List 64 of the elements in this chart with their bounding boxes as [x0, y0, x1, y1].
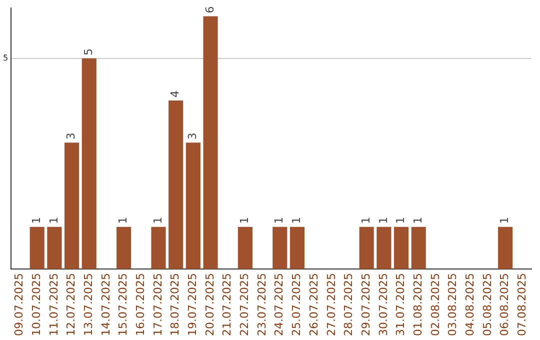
data-label: 1 — [290, 216, 304, 224]
bar — [394, 226, 409, 270]
bar — [47, 226, 62, 270]
x-tick-label: 07.08.2025 — [516, 273, 529, 336]
x-tick-label: 06.08.2025 — [498, 273, 512, 336]
data-label: 1 — [498, 216, 512, 224]
data-label: 1 — [359, 216, 372, 224]
x-tick-label: 20.07.2025 — [203, 273, 216, 336]
x-tick-label: 17.07.2025 — [151, 273, 164, 336]
data-label: 1 — [151, 216, 164, 224]
data-label: 1 — [30, 216, 43, 224]
bar — [151, 226, 166, 270]
x-tick-label: 31.07.2025 — [394, 273, 408, 336]
bar — [116, 226, 132, 270]
x-tick-label: 11.07.2025 — [47, 273, 60, 336]
x-tick-label: 24.07.2025 — [272, 273, 286, 336]
x-tick-label: 04.08.2025 — [464, 273, 476, 336]
x-tick-label: 14.07.2025 — [99, 273, 112, 336]
bar — [64, 142, 80, 270]
x-tick-label: 22.07.2025 — [238, 273, 252, 336]
data-label: 1 — [238, 216, 252, 224]
x-tick-label: 23.07.2025 — [255, 273, 268, 336]
data-label: 1 — [47, 216, 60, 224]
x-tick-label: 29.07.2025 — [359, 273, 372, 336]
x-tick-label: 19.07.2025 — [186, 273, 200, 336]
x-tick-label: 09.07.2025 — [12, 273, 26, 336]
data-label: 1 — [116, 216, 130, 224]
bar — [203, 16, 218, 270]
x-tick-label: 26.07.2025 — [307, 273, 320, 336]
x-tick-label: 27.07.2025 — [324, 273, 338, 336]
data-label: 6 — [203, 6, 216, 14]
bar — [411, 226, 426, 270]
x-tick-label: 03.08.2025 — [446, 273, 460, 336]
x-tick-label: 21.07.2025 — [220, 273, 234, 336]
x-tick-label: 18.07.2025 — [168, 273, 182, 336]
x-tick-label: 15.07.2025 — [116, 273, 130, 336]
data-label: 3 — [186, 132, 200, 140]
bar — [359, 226, 374, 270]
data-label: 1 — [394, 216, 408, 224]
data-label: 1 — [272, 216, 286, 224]
data-label: 1 — [376, 216, 390, 224]
bar — [290, 226, 305, 270]
data-label: 4 — [168, 90, 182, 98]
bar — [186, 142, 200, 270]
x-tick-label: 30.07.2025 — [376, 273, 390, 336]
data-label: 5 — [82, 48, 95, 56]
x-tick-label: 13.07.2025 — [82, 273, 95, 336]
x-tick-label: 25.07.2025 — [290, 273, 304, 336]
x-tick-label: 05.08.2025 — [480, 273, 494, 336]
x-tick-label: 28.07.2025 — [342, 273, 356, 336]
data-label: 1 — [411, 216, 424, 224]
x-tick-label: 12.07.2025 — [64, 273, 78, 336]
bar — [498, 226, 513, 270]
bar — [168, 100, 184, 270]
bar — [82, 58, 96, 270]
bar — [30, 226, 44, 270]
x-tick-label: 01.08.2025 — [411, 273, 424, 336]
data-label: 3 — [64, 132, 78, 140]
bar — [272, 226, 288, 270]
x-tick-label: 10.07.2025 — [30, 273, 43, 336]
bar — [238, 226, 252, 270]
x-tick-label: 16.07.2025 — [134, 273, 148, 336]
x-tick-label: 02.08.2025 — [428, 273, 442, 336]
bar — [376, 226, 392, 270]
